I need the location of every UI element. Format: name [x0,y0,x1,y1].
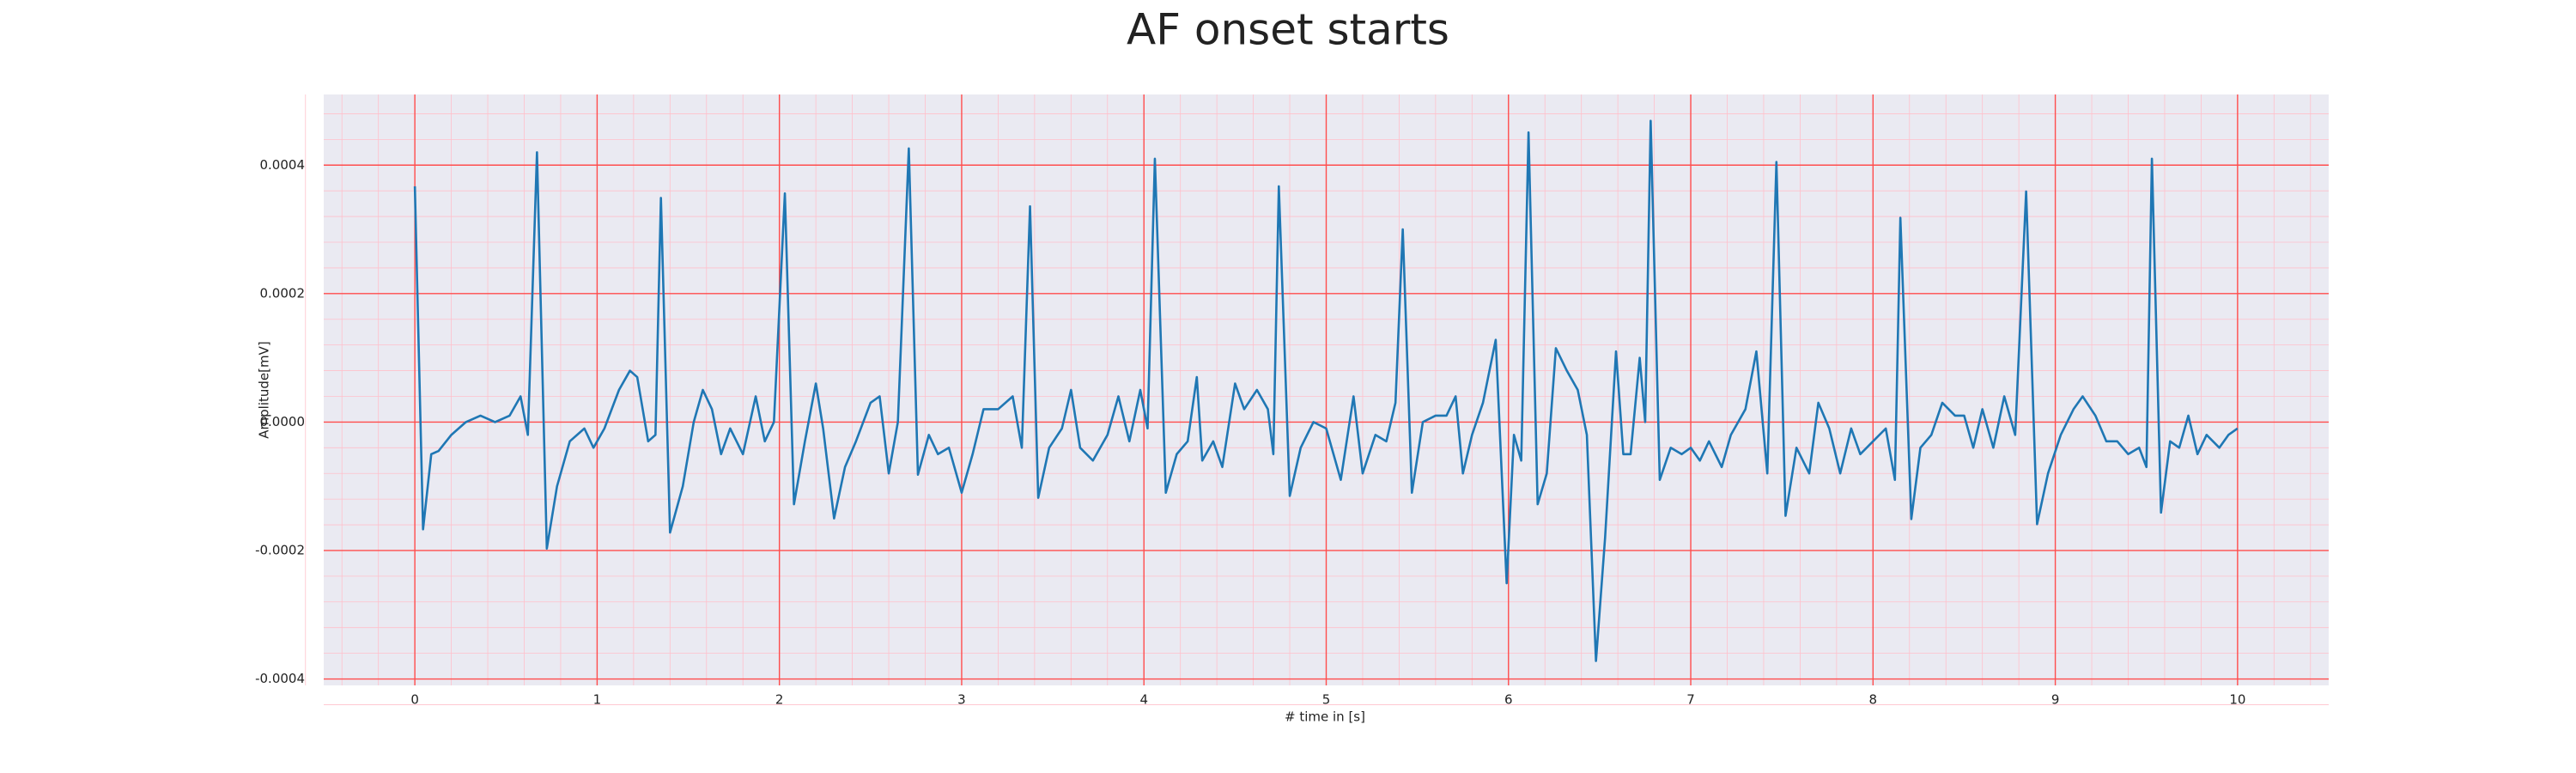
x-tick-label: 5 [1322,692,1331,708]
y-tick-label: -0.0002 [255,542,305,557]
x-tick-label: 3 [957,692,966,708]
y-axis-label: Amplitude[mV] [257,341,272,438]
x-tick-label: 2 [775,692,784,708]
x-tick-label: 8 [1869,692,1878,708]
signal-line [413,119,2239,662]
y-tick-label: 0.0002 [260,285,306,301]
chart-title: AF onset starts [1127,5,1449,55]
x-tick-label: 10 [2229,692,2245,708]
y-tick-label: 0.0004 [260,157,306,173]
x-tick-label: 0 [410,692,419,708]
x-tick-label: 9 [2051,692,2060,708]
x-tick-label: 1 [593,692,602,708]
y-tick-label: 0.0000 [260,414,306,429]
y-tick-label: -0.0004 [255,671,305,686]
x-tick-label: 4 [1139,692,1148,708]
x-axis-label: # time in [s] [1285,709,1365,725]
x-tick-label: 6 [1504,692,1513,708]
x-tick-label: 7 [1686,692,1695,708]
